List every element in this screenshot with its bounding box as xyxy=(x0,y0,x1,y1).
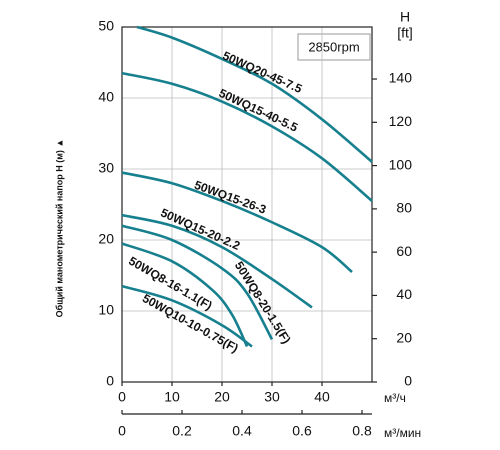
x2-tick-label: 0.8 xyxy=(352,423,372,439)
x2-tick-label: 0 xyxy=(118,423,126,439)
y-tick-label: 0 xyxy=(106,373,114,389)
y-tick-label: 30 xyxy=(98,160,114,176)
x-tick-label: 20 xyxy=(214,389,230,405)
curve xyxy=(121,242,249,348)
x-tick-label: 40 xyxy=(314,389,330,405)
y-tick-label: 20 xyxy=(98,231,114,247)
y2-tick-label: 60 xyxy=(396,243,412,259)
x-tick-label: 10 xyxy=(164,389,180,405)
y2-tick-label: 0 xyxy=(404,373,412,389)
x2-axis-title: м³/мин xyxy=(384,426,421,440)
y2-tick-label: 40 xyxy=(396,286,412,302)
y2-tick-label: 20 xyxy=(396,329,412,345)
plot-frame xyxy=(121,26,373,383)
x-axis-title: м³/ч xyxy=(384,391,406,405)
curve xyxy=(121,71,373,202)
x2-tick-label: 0.4 xyxy=(232,423,252,439)
x2-tick-label: 0.6 xyxy=(292,423,312,439)
y2-axis-title: H xyxy=(400,9,410,25)
x-tick-label: 30 xyxy=(264,389,280,405)
y-tick-label: 10 xyxy=(98,302,114,318)
y2-tick-label: 100 xyxy=(389,156,413,172)
curve xyxy=(136,25,373,163)
annotation-box xyxy=(297,33,371,61)
y2-tick-label: 80 xyxy=(396,200,412,216)
y2-axis-title: [ft] xyxy=(397,25,413,41)
curve xyxy=(121,213,313,309)
y2-tick-label: 120 xyxy=(389,113,413,129)
y-tick-label: 50 xyxy=(98,18,114,34)
annotation: 2850rpm xyxy=(308,39,359,54)
y2-tick-label: 140 xyxy=(389,70,413,86)
curve xyxy=(121,224,274,341)
x2-tick-label: 0.2 xyxy=(172,423,192,439)
curve xyxy=(121,171,353,273)
y-axis-title: Общий манометрический напор H (м) ▲ xyxy=(54,139,64,318)
y-tick-label: 40 xyxy=(98,89,114,105)
x-tick-label: 0 xyxy=(118,389,126,405)
curve xyxy=(121,284,253,348)
